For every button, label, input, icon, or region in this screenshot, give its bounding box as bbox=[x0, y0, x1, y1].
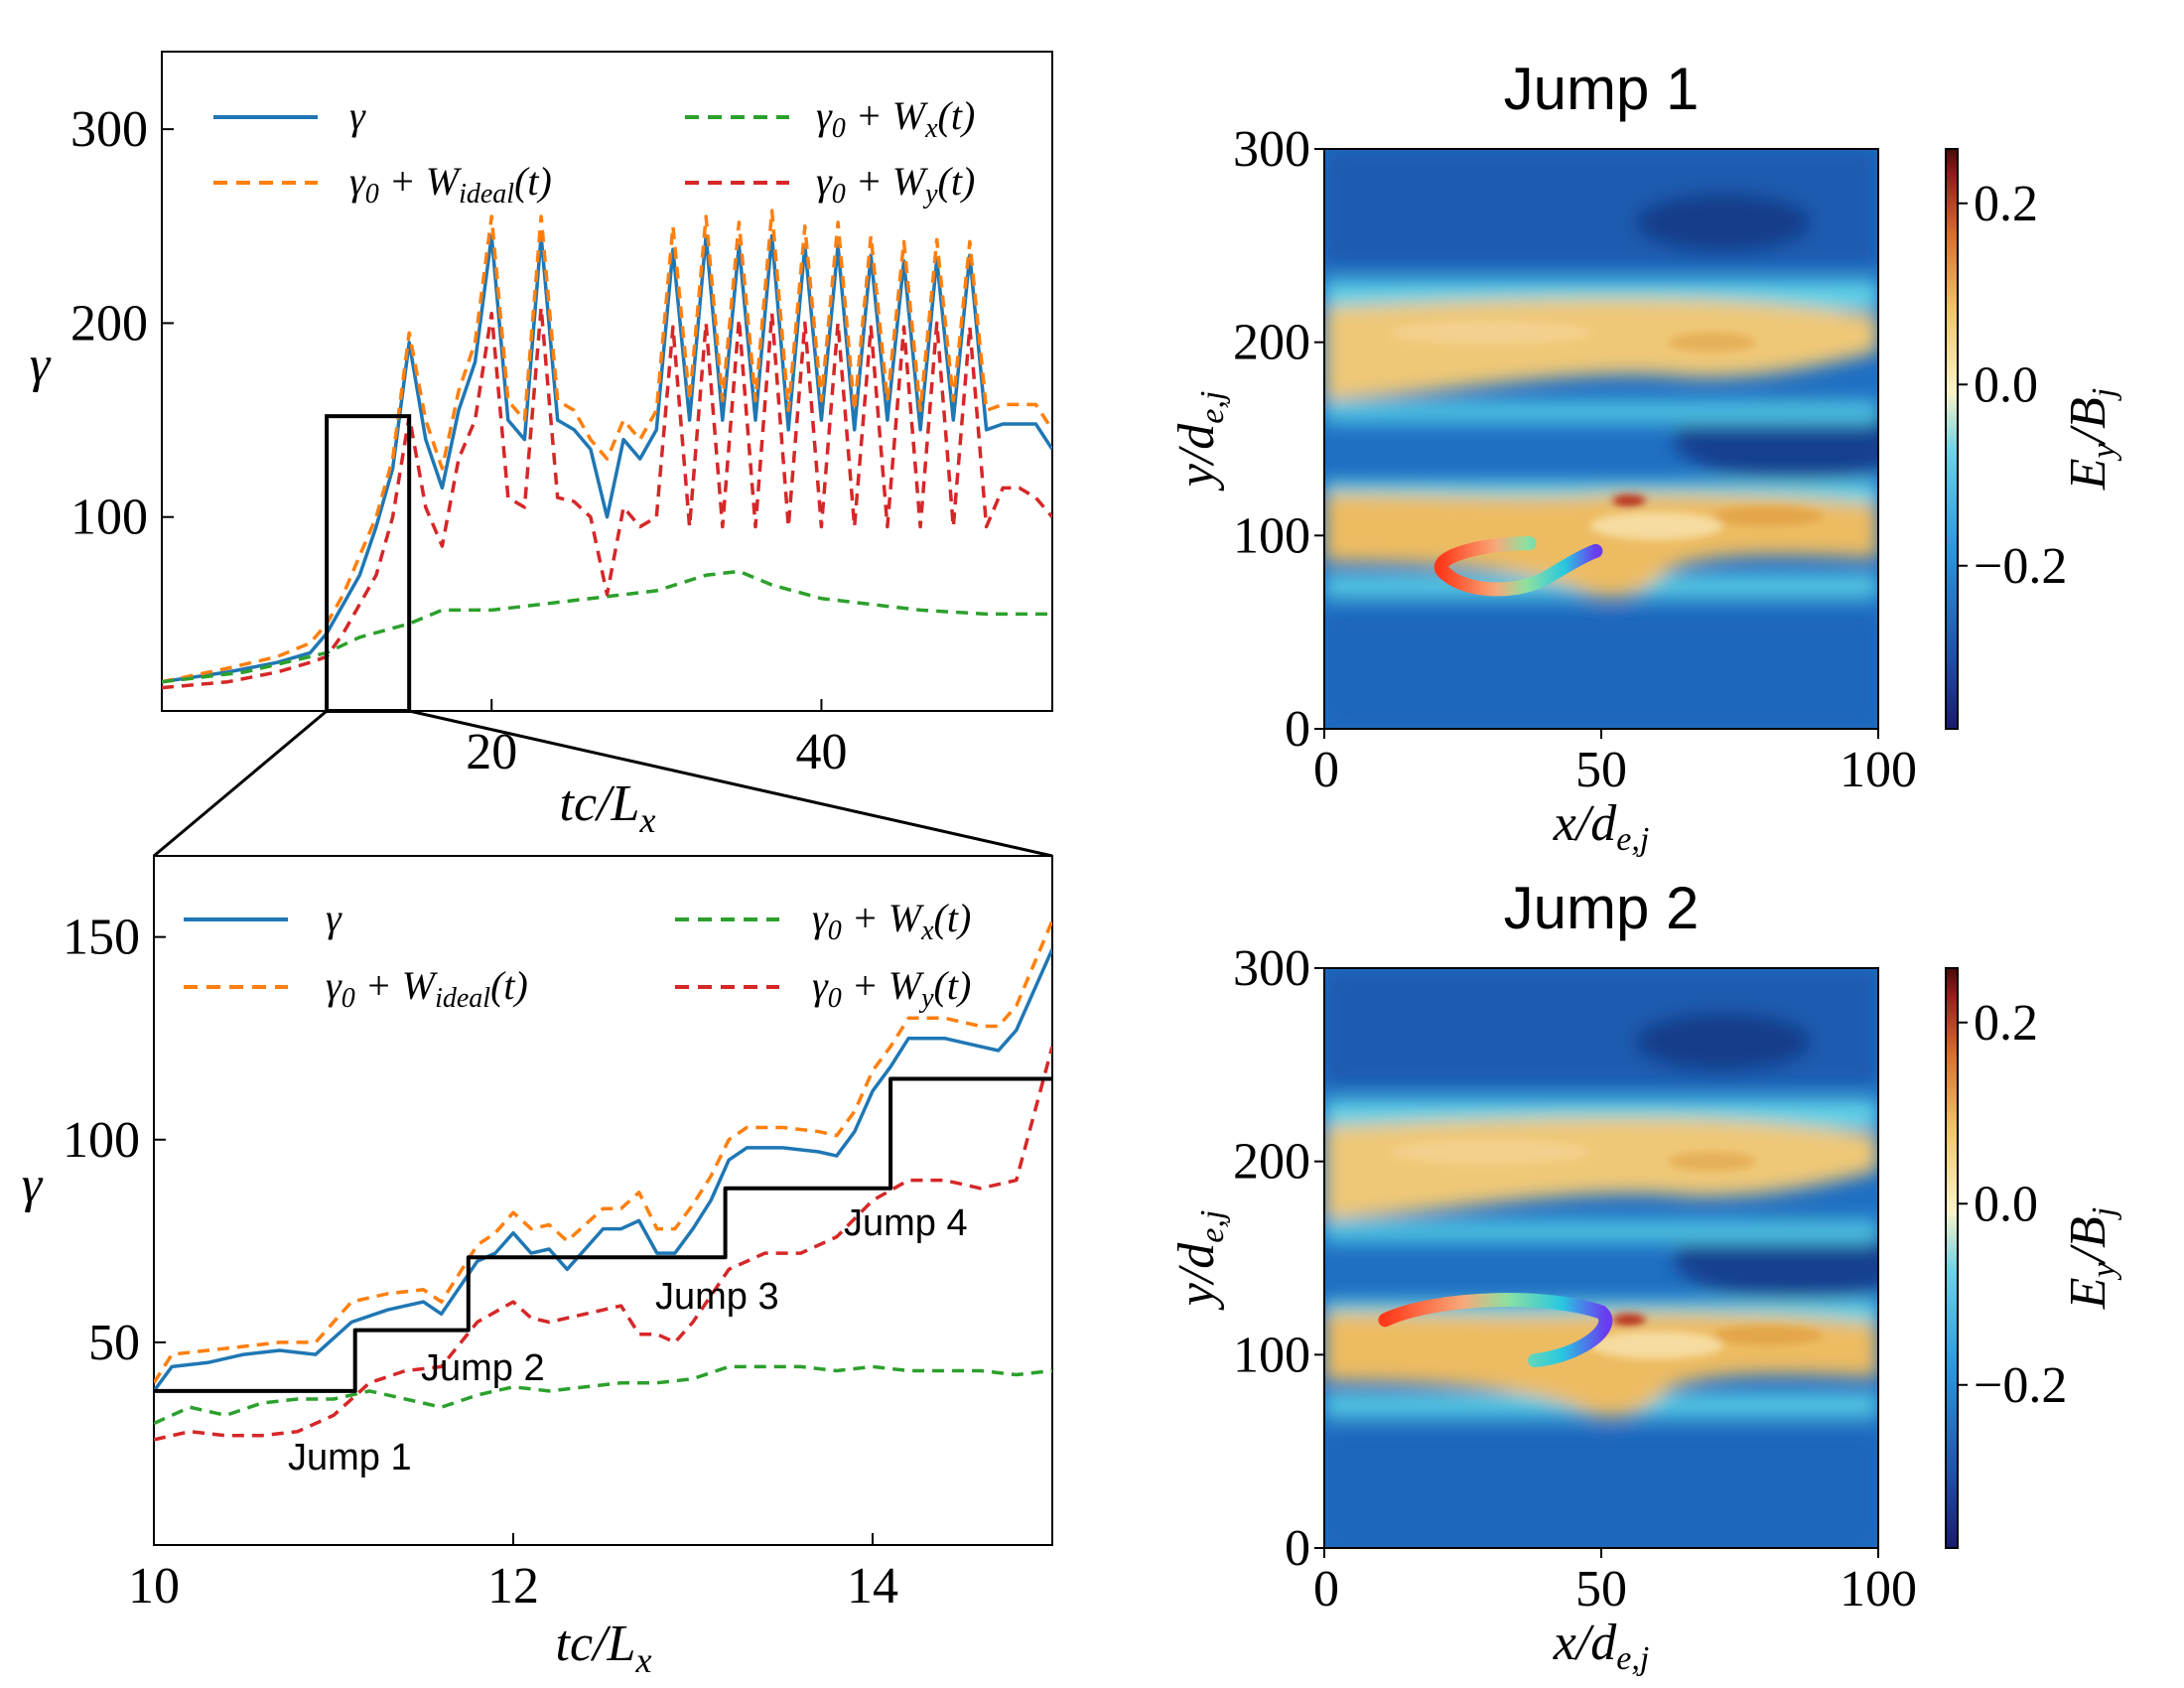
top-right-ytick-label: 200 bbox=[1233, 315, 1310, 371]
jump-1-annotation: Jump 1 bbox=[288, 1437, 412, 1478]
bottom-left-ytick-label: 150 bbox=[63, 910, 140, 966]
bottom-left-series-wx bbox=[154, 1364, 1052, 1426]
bottom-left-ylabel: γ bbox=[22, 1157, 44, 1213]
top-right-colorbar-label: Ey/Bj bbox=[2060, 388, 2122, 492]
top-right-particle-trajectory bbox=[1433, 536, 1603, 597]
zoom-connector-left bbox=[153, 709, 329, 858]
zoom-region-box bbox=[325, 414, 412, 713]
jump-3-annotation: Jump 3 bbox=[655, 1276, 779, 1318]
bottom-right-field-image bbox=[1324, 968, 1878, 1548]
top-left-ytick-label: 200 bbox=[70, 295, 148, 352]
legend-label-ideal: γ0 + Wideal(t) bbox=[326, 963, 528, 1014]
bottom-right-ytick-label: 100 bbox=[1233, 1327, 1310, 1383]
bottom-right-ytick-label: 200 bbox=[1233, 1134, 1310, 1191]
bottom-left-xtick-label: 12 bbox=[487, 1558, 539, 1615]
top-left-xlabel: tc/Lx bbox=[560, 775, 656, 840]
bottom-right-heatmap-panel: 0 50 100 0 100 200 300 Jump 2 x/de,j y/de,j 0.2 0.0… bbox=[1168, 875, 2122, 1677]
jump-4-annotation: Jump 4 bbox=[844, 1202, 968, 1244]
top-right-ytick-label: 0 bbox=[1285, 701, 1310, 758]
bottom-left-series-gamma bbox=[154, 948, 1052, 1392]
bottom-left-xtick-label: 10 bbox=[128, 1558, 180, 1615]
bottom-left-xtick-label: 14 bbox=[847, 1558, 898, 1615]
top-left-series-gamma bbox=[162, 233, 1052, 684]
bottom-left-legend: γ γ0 + Wideal(t) γ0 + Wx(t) γ0 + Wy(t) bbox=[184, 896, 971, 1014]
bottom-left-series-wy bbox=[154, 1046, 1052, 1442]
bottom-left-ytick-label: 100 bbox=[63, 1112, 140, 1169]
top-right-ylabel: y/de,j bbox=[1168, 391, 1231, 492]
bottom-right-title: Jump 2 bbox=[1504, 875, 1700, 941]
bottom-right-ytick-label: 300 bbox=[1233, 940, 1310, 997]
top-right-xtick-label: 0 bbox=[1313, 742, 1339, 798]
legend-label-wy: γ0 + Wy(t) bbox=[816, 159, 975, 210]
top-right-xtick-label: 50 bbox=[1575, 742, 1627, 798]
legend-label-gamma: γ bbox=[349, 93, 366, 138]
bottom-right-xtick-label: 100 bbox=[1840, 1561, 1917, 1618]
top-left-series-wy bbox=[162, 306, 1052, 690]
bottom-left-ytick-label: 50 bbox=[88, 1315, 140, 1371]
top-left-legend: γ γ0 + Wideal(t) γ0 + Wx(t) γ0 + Wy(t) bbox=[213, 93, 975, 210]
top-left-axes-frame bbox=[161, 51, 1053, 712]
bottom-right-ylabel: y/de,j bbox=[1168, 1210, 1231, 1312]
legend-label-gamma: γ bbox=[326, 896, 342, 940]
bottom-right-xtick-label: 50 bbox=[1575, 1561, 1627, 1618]
top-right-xtick-label: 100 bbox=[1840, 742, 1917, 798]
bottom-right-ytick-label: 0 bbox=[1285, 1520, 1310, 1577]
top-right-ytick-label: 300 bbox=[1233, 121, 1310, 178]
bottom-left-axes-frame bbox=[153, 855, 1053, 1546]
bottom-right-particle-trajectory bbox=[1378, 1293, 1613, 1368]
bottom-right-colorbar bbox=[1945, 967, 1959, 1549]
top-left-series-wx bbox=[162, 569, 1052, 684]
jump-2-annotation: Jump 2 bbox=[421, 1347, 545, 1389]
top-right-colorbar-tick-label: −0.2 bbox=[1974, 538, 2067, 595]
legend-label-wx: γ0 + Wx(t) bbox=[816, 93, 975, 144]
bottom-right-colorbar-tick-label: −0.2 bbox=[1974, 1357, 2067, 1414]
bottom-left-chart: 10 12 14 50 100 150 tc/Lx γ γ γ0 + Wideal(t) … bbox=[22, 855, 1053, 1680]
top-right-xlabel: x/de,j bbox=[1553, 795, 1650, 858]
top-right-heatmap-panel: 0 50 100 0 100 200 300 Jump 1 x/de,j y/de,j 0.2 0.0… bbox=[1168, 56, 2122, 858]
bottom-left-xlabel: tc/Lx bbox=[556, 1616, 652, 1680]
top-right-field-image bbox=[1324, 149, 1878, 729]
top-right-colorbar-tick-label: 0.2 bbox=[1974, 176, 2038, 232]
top-left-ytick-label: 300 bbox=[70, 101, 148, 158]
bottom-right-xtick-label: 0 bbox=[1313, 1561, 1339, 1618]
top-left-ytick-label: 100 bbox=[70, 490, 148, 546]
top-left-xtick-label: 40 bbox=[795, 724, 847, 780]
bottom-right-colorbar-tick-label: 0.2 bbox=[1974, 995, 2038, 1052]
bottom-right-xlabel: x/de,j bbox=[1553, 1615, 1650, 1677]
bottom-left-series-ideal bbox=[154, 919, 1052, 1384]
bottom-right-colorbar-tick-label: 0.0 bbox=[1974, 1176, 2038, 1232]
legend-label-ideal: γ0 + Wideal(t) bbox=[349, 159, 552, 210]
top-right-colorbar-tick-label: 0.0 bbox=[1974, 356, 2038, 413]
top-left-ylabel: γ bbox=[30, 337, 52, 393]
top-right-colorbar bbox=[1945, 148, 1959, 730]
bottom-left-series-steps bbox=[154, 1076, 1052, 1393]
top-left-series-ideal bbox=[162, 209, 1052, 684]
legend-label-wx: γ0 + Wx(t) bbox=[812, 896, 971, 946]
top-right-ytick-label: 100 bbox=[1233, 507, 1310, 564]
top-right-title: Jump 1 bbox=[1504, 56, 1700, 122]
bottom-right-colorbar-label: Ey/Bj bbox=[2060, 1207, 2122, 1311]
legend-label-wy: γ0 + Wy(t) bbox=[812, 963, 971, 1014]
zoom-connector-right bbox=[408, 709, 1053, 858]
